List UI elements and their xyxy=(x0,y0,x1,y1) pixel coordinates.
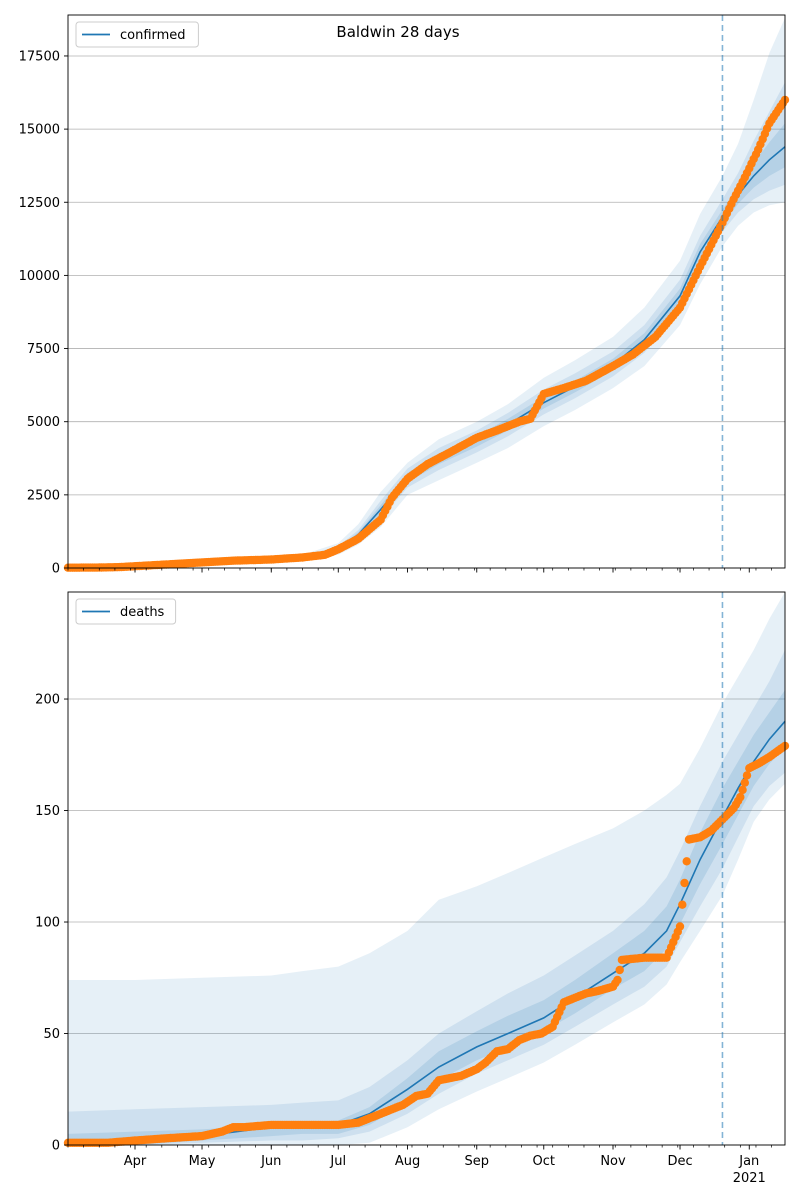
y-tick-label: 2500 xyxy=(27,488,60,503)
confirmed-panel: 0 2500 5000 7500 10000 12500 15000 17500 confirm… xyxy=(19,14,790,577)
observed-point xyxy=(680,878,689,888)
legend-box xyxy=(75,598,177,625)
observed-point xyxy=(682,857,691,866)
plot-frame xyxy=(67,14,786,569)
observed-point xyxy=(675,922,685,931)
y-tick-label: 7500 xyxy=(27,342,60,357)
model-line-confirmed xyxy=(67,146,786,569)
uncertainty-band-middle xyxy=(68,650,785,1145)
y-tick-label: 10000 xyxy=(19,269,60,284)
legend-label-deaths: deaths xyxy=(120,605,165,620)
legend-label-confirmed: confirmed xyxy=(120,28,186,43)
y-tick-label: 17500 xyxy=(19,49,60,64)
y-tick-label: 150 xyxy=(35,804,60,819)
observed-point xyxy=(613,975,622,985)
observed-points xyxy=(63,741,790,1148)
x-tick-label-jan: Jan xyxy=(738,1154,759,1169)
x-tick-label-jul: Jul xyxy=(329,1154,346,1169)
observed-points xyxy=(63,95,790,572)
observed-point xyxy=(742,771,752,780)
y-tick-label: 15000 xyxy=(19,123,60,138)
x-tick-label-oct: Oct xyxy=(533,1154,555,1169)
x-tick-label-aug: Aug xyxy=(395,1154,420,1169)
y-tick-label: 0 xyxy=(52,1139,60,1154)
observed-point xyxy=(615,965,624,975)
x-tick-label-jun: Jun xyxy=(260,1154,281,1169)
x-tick-label-may: May xyxy=(189,1154,216,1169)
y-tick-label: 12500 xyxy=(19,196,60,211)
deaths-panel: 0 50 100 150 200 Apr May Jun Jul Aug Sep Oct Nov Dec J… xyxy=(35,591,790,1186)
y-tick-label: 50 xyxy=(43,1027,60,1042)
y-tick-label: 200 xyxy=(35,693,60,708)
observed-point xyxy=(678,900,687,909)
plot-frame xyxy=(67,591,786,1146)
x-tick-label-dec: Dec xyxy=(667,1154,692,1169)
observed-point xyxy=(736,792,745,802)
uncertainty-band-middle xyxy=(68,82,785,569)
y-tick-label: 100 xyxy=(35,916,60,931)
y-tick-label: 0 xyxy=(52,562,60,577)
legend: confirmed xyxy=(75,21,199,48)
x-tick-label-sep: Sep xyxy=(464,1154,489,1169)
legend-box xyxy=(75,21,199,48)
legend: deaths xyxy=(75,598,177,625)
uncertainty-band-inner xyxy=(68,123,785,569)
chart-title: Baldwin 28 days xyxy=(336,23,459,41)
x-tick-label-apr: Apr xyxy=(124,1154,147,1169)
uncertainty-band-outer xyxy=(68,592,785,1145)
observed-point xyxy=(738,785,747,795)
observed-point xyxy=(740,778,749,787)
uncertainty-band-outer xyxy=(68,17,785,568)
x-tick-label-nov: Nov xyxy=(600,1154,626,1169)
y-tick-label: 5000 xyxy=(27,415,60,430)
x-year-label: 2021 xyxy=(733,1171,766,1186)
